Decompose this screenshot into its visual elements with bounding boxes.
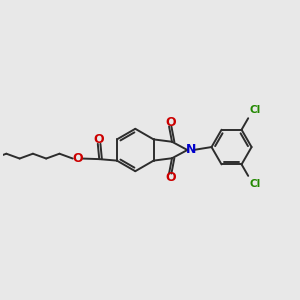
Text: O: O xyxy=(165,116,175,129)
Text: O: O xyxy=(165,171,175,184)
Text: N: N xyxy=(186,143,196,157)
Text: Cl: Cl xyxy=(249,105,261,115)
Text: O: O xyxy=(93,133,104,146)
Text: Cl: Cl xyxy=(249,179,261,189)
Text: O: O xyxy=(72,152,83,165)
